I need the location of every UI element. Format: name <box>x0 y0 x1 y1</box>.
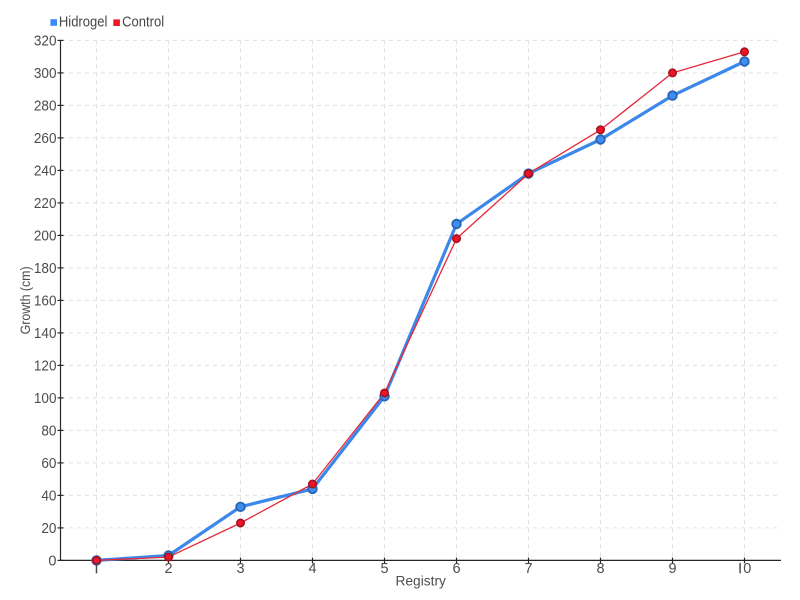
svg-text:9: 9 <box>668 561 676 577</box>
svg-text:2: 2 <box>164 561 172 577</box>
svg-text:260: 260 <box>34 131 57 147</box>
svg-text:80: 80 <box>41 423 56 439</box>
svg-text:Growth (cm): Growth (cm) <box>18 266 34 334</box>
svg-text:Registry: Registry <box>396 573 447 589</box>
svg-text:4: 4 <box>308 561 316 577</box>
svg-text:0: 0 <box>743 561 751 577</box>
svg-text:320: 320 <box>34 33 57 49</box>
svg-text:120: 120 <box>34 358 57 374</box>
svg-text:140: 140 <box>34 326 57 342</box>
svg-text:7: 7 <box>524 561 532 577</box>
svg-text:Control: Control <box>122 14 164 30</box>
svg-text:20: 20 <box>41 521 56 537</box>
svg-text:100: 100 <box>34 391 57 407</box>
svg-text:3: 3 <box>236 561 244 577</box>
svg-text:280: 280 <box>34 98 57 114</box>
svg-text:180: 180 <box>34 261 57 277</box>
svg-text:40: 40 <box>41 488 56 504</box>
svg-text:Hidrogel: Hidrogel <box>59 14 108 30</box>
svg-text:5: 5 <box>380 561 388 577</box>
svg-text:220: 220 <box>34 196 57 212</box>
svg-text:0: 0 <box>48 553 56 569</box>
svg-text:60: 60 <box>41 456 56 472</box>
svg-text:200: 200 <box>34 228 57 244</box>
svg-text:240: 240 <box>34 163 57 179</box>
svg-text:160: 160 <box>34 293 57 309</box>
svg-text:8: 8 <box>596 561 604 577</box>
svg-text:300: 300 <box>34 66 57 82</box>
svg-text:6: 6 <box>452 561 460 577</box>
